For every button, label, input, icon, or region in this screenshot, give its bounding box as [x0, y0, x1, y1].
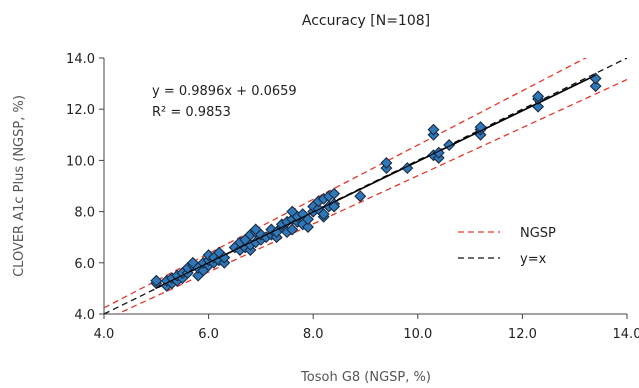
y-tick-label: 6.0	[74, 257, 95, 272]
y-tick-label: 4.0	[74, 308, 95, 323]
x-axis-label: Tosoh G8 (NGSP, %)	[300, 370, 431, 385]
regression-line-overlay	[156, 74, 596, 289]
ngsp-upper-line	[104, 58, 587, 309]
x-tick-label: 4.0	[94, 327, 115, 342]
legend: NGSP y=x	[458, 226, 556, 267]
y-tick-label: 14.0	[66, 52, 95, 67]
plot-area: 4.0 6.0 8.0 10.0 12.0 14.0 4.0 6.0 8.0 10.0 12.0 14…	[66, 52, 639, 342]
x-tick-label: 10.0	[403, 327, 432, 342]
data-point	[380, 156, 393, 169]
x-tick-label: 6.0	[198, 327, 219, 342]
data-points	[150, 72, 602, 292]
legend-identity-label: y=x	[520, 252, 547, 267]
legend-ngsp-label: NGSP	[520, 226, 556, 241]
data-point	[589, 80, 602, 93]
data-point	[427, 123, 440, 136]
data-point	[328, 187, 341, 200]
data-point	[328, 200, 341, 213]
chart-title: Accuracy [N=108]	[302, 13, 430, 29]
x-tick-label: 14.0	[613, 327, 639, 342]
y-tick-label: 8.0	[74, 206, 95, 221]
x-tick-label: 12.0	[508, 327, 537, 342]
y-axis-label: CLOVER A1c Plus (NGSP, %)	[12, 95, 27, 277]
data-point	[301, 220, 314, 233]
data-point	[150, 274, 163, 287]
data-point	[218, 251, 231, 264]
y-tick-label: 10.0	[66, 154, 95, 169]
data-point	[354, 190, 367, 203]
data-point	[532, 90, 545, 103]
data-point	[317, 208, 330, 221]
ngsp-lower-line	[115, 78, 627, 314]
x-tick-label: 8.0	[303, 327, 324, 342]
data-point	[432, 146, 445, 159]
r-squared-label: R² = 0.9853	[152, 105, 231, 120]
regression-equation: y = 0.9896x + 0.0659	[152, 84, 297, 99]
data-point	[301, 213, 314, 226]
data-point	[286, 223, 299, 236]
y-tick-label: 12.0	[66, 103, 95, 118]
